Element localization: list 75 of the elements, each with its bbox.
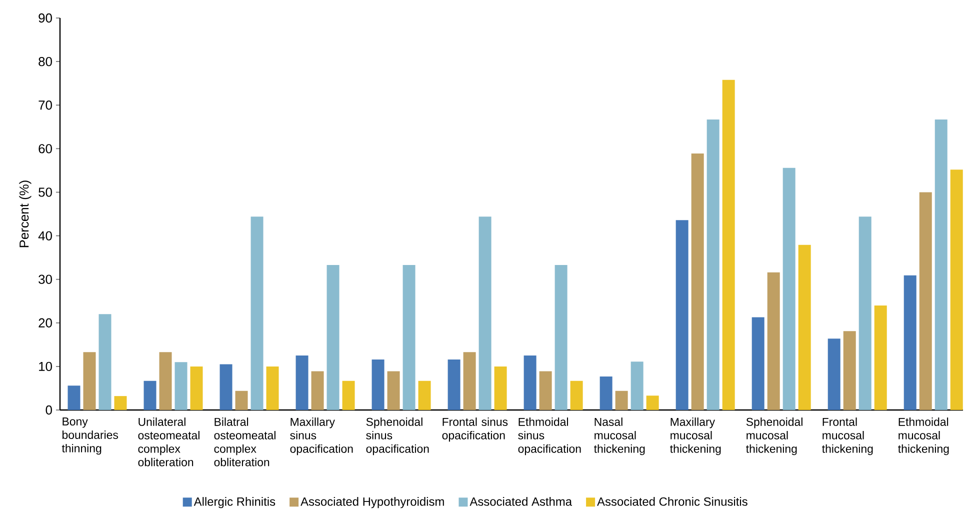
bar xyxy=(646,396,659,410)
bar xyxy=(524,356,536,410)
bar xyxy=(372,359,384,410)
bar xyxy=(342,380,355,410)
y-axis-title: Percent (%) xyxy=(19,180,32,248)
bar xyxy=(934,119,948,410)
x-tick-label: Frontal mucosal thickening xyxy=(822,418,873,456)
bar xyxy=(68,386,80,410)
bar xyxy=(478,216,492,410)
x-tick-label: Maxillary sinus opacification xyxy=(290,418,353,456)
y-tick-label: 10 xyxy=(39,362,52,372)
bar xyxy=(570,380,583,410)
bar xyxy=(615,390,628,410)
x-tick-label: Sphenoidal mucosal thickening xyxy=(746,418,802,456)
bar xyxy=(630,362,644,410)
bar xyxy=(843,331,856,410)
bar xyxy=(539,371,552,410)
bar xyxy=(311,371,324,410)
legend-label: Associated Chronic Sinusitis xyxy=(597,497,748,506)
x-tick-label: Sphenoidal sinus opacification xyxy=(366,418,429,456)
bar xyxy=(98,314,112,410)
y-tick-label: 90 xyxy=(38,13,52,23)
legend-label: Associated Asthma xyxy=(470,497,572,506)
bar xyxy=(326,264,340,410)
bar xyxy=(418,380,431,410)
x-tick-label: Bilatral osteomeatal complex obliteration xyxy=(214,418,276,466)
bar xyxy=(722,80,735,410)
bar xyxy=(828,338,840,410)
x-tick-label: Frontal sinus opacification xyxy=(442,418,508,442)
bar xyxy=(114,396,127,410)
bar xyxy=(706,119,720,410)
bar xyxy=(159,352,172,410)
bar xyxy=(220,364,232,410)
bar xyxy=(950,170,963,410)
y-tick-label: 70 xyxy=(38,100,52,110)
bar xyxy=(691,153,704,410)
bar xyxy=(266,366,279,410)
y-tick-label: 30 xyxy=(38,274,52,284)
bar xyxy=(919,192,932,410)
bar xyxy=(174,362,188,410)
x-tick-label: Ethmoidal mucosal thickening xyxy=(898,418,949,456)
x-tick-label: Ethmoidal sinus opacification xyxy=(518,418,581,456)
bar xyxy=(402,264,416,410)
y-tick-label: 80 xyxy=(38,56,52,66)
bar xyxy=(448,359,460,410)
bar xyxy=(235,390,248,410)
x-tick-label: Maxillary mucosal thickening xyxy=(670,418,721,456)
bar xyxy=(858,216,872,410)
bar xyxy=(554,264,568,410)
bar xyxy=(387,371,400,410)
bar xyxy=(494,366,507,410)
x-tick-label: Nasal mucosal thickening xyxy=(594,418,645,456)
bar xyxy=(798,244,811,410)
y-tick-label: 60 xyxy=(38,144,52,154)
x-tick-label: Unilateral osteomeatal complex obliteration xyxy=(138,418,200,466)
bar xyxy=(767,272,780,410)
y-tick-label: 40 xyxy=(38,231,52,240)
bar xyxy=(874,305,887,410)
bar xyxy=(250,216,264,410)
bar xyxy=(782,168,796,410)
x-tick-label: Bony boundaries thinning xyxy=(62,418,118,455)
legend-label: Allergic Rhinitis xyxy=(194,497,276,508)
y-tick-label: 0 xyxy=(46,405,52,415)
bar xyxy=(904,275,916,410)
bar xyxy=(296,356,308,410)
bar xyxy=(676,220,688,410)
y-tick-label: 50 xyxy=(38,188,52,197)
bar xyxy=(752,317,764,410)
bar xyxy=(83,352,96,410)
bar xyxy=(600,376,612,410)
bar xyxy=(144,380,156,410)
bar xyxy=(190,366,203,410)
y-tick-label: 20 xyxy=(38,318,52,328)
legend-label: Associated Hypothyroidism xyxy=(300,497,444,508)
bar xyxy=(463,352,476,410)
